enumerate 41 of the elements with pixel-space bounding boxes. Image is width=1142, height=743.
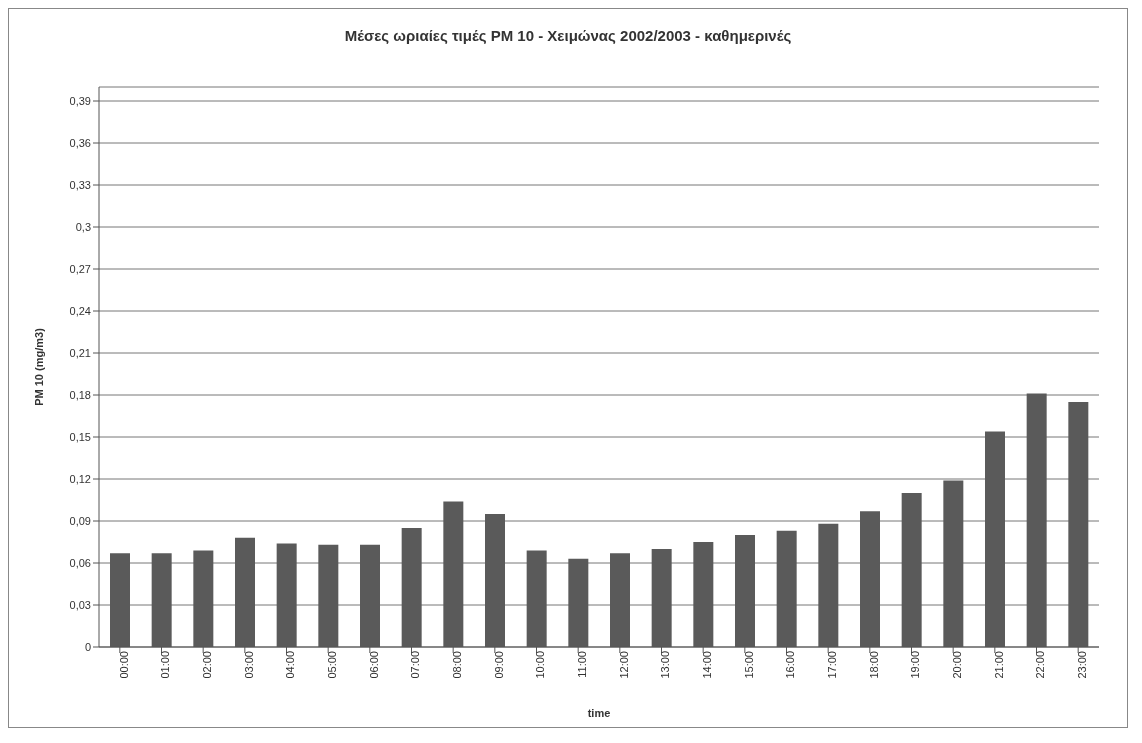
- x-tick-label: 01:00: [159, 651, 172, 679]
- y-tick-label: 0,09: [69, 514, 91, 527]
- x-tick-label: 08:00: [450, 651, 463, 679]
- y-tick-label: 0,24: [69, 304, 91, 317]
- x-tick-label: 06:00: [367, 651, 380, 679]
- y-tick-label: 0,15: [69, 430, 91, 443]
- x-tick-label: 16:00: [784, 651, 797, 679]
- x-tick-label: 21:00: [992, 651, 1005, 679]
- x-tick-label: 15:00: [742, 651, 755, 679]
- x-tick-label: 13:00: [659, 651, 672, 679]
- y-tick-label: 0,33: [69, 178, 91, 191]
- x-tick-label: 17:00: [825, 651, 838, 679]
- x-axis-title: time: [587, 707, 611, 719]
- x-tick-label: 04:00: [284, 651, 297, 679]
- y-tick-label: 0,3: [75, 220, 91, 233]
- x-tick-label: 05:00: [325, 651, 338, 679]
- y-tick-label: 0,18: [69, 388, 91, 401]
- y-tick-label: 0,12: [69, 472, 91, 485]
- chart-title: Μέσες ωριαίες τιμές PM 10 - Χειμώνας 2002/2003 - καθημερινές: [343, 26, 793, 46]
- y-tick-label: 0,27: [69, 262, 91, 275]
- x-tick-label: 18:00: [867, 651, 880, 679]
- y-tick-label: 0,21: [69, 346, 91, 359]
- y-tick-label: 0,39: [69, 94, 91, 107]
- x-tick-label: 07:00: [409, 651, 422, 679]
- x-tick-label: 20:00: [950, 651, 963, 679]
- x-tick-label: 09:00: [492, 651, 505, 679]
- x-tick-label: 22:00: [1034, 651, 1047, 679]
- y-axis-title: PM 10 (mg/m3): [32, 327, 45, 406]
- y-tick-label: 0: [84, 640, 91, 653]
- x-tick-label: 23:00: [1075, 651, 1088, 679]
- y-tick-label: 0,06: [69, 556, 91, 569]
- x-tick-label: 00:00: [117, 651, 130, 679]
- x-tick-label: 11:00: [575, 651, 588, 678]
- y-tick-label: 0,36: [69, 136, 91, 149]
- x-tick-label: 02:00: [200, 651, 213, 679]
- x-tick-label: 12:00: [617, 651, 630, 679]
- y-tick-label: 0,03: [69, 598, 91, 611]
- x-tick-label: 10:00: [534, 651, 547, 679]
- x-tick-label: 03:00: [242, 651, 255, 679]
- x-tick-label: 19:00: [909, 651, 922, 679]
- x-tick-label: 14:00: [700, 651, 713, 679]
